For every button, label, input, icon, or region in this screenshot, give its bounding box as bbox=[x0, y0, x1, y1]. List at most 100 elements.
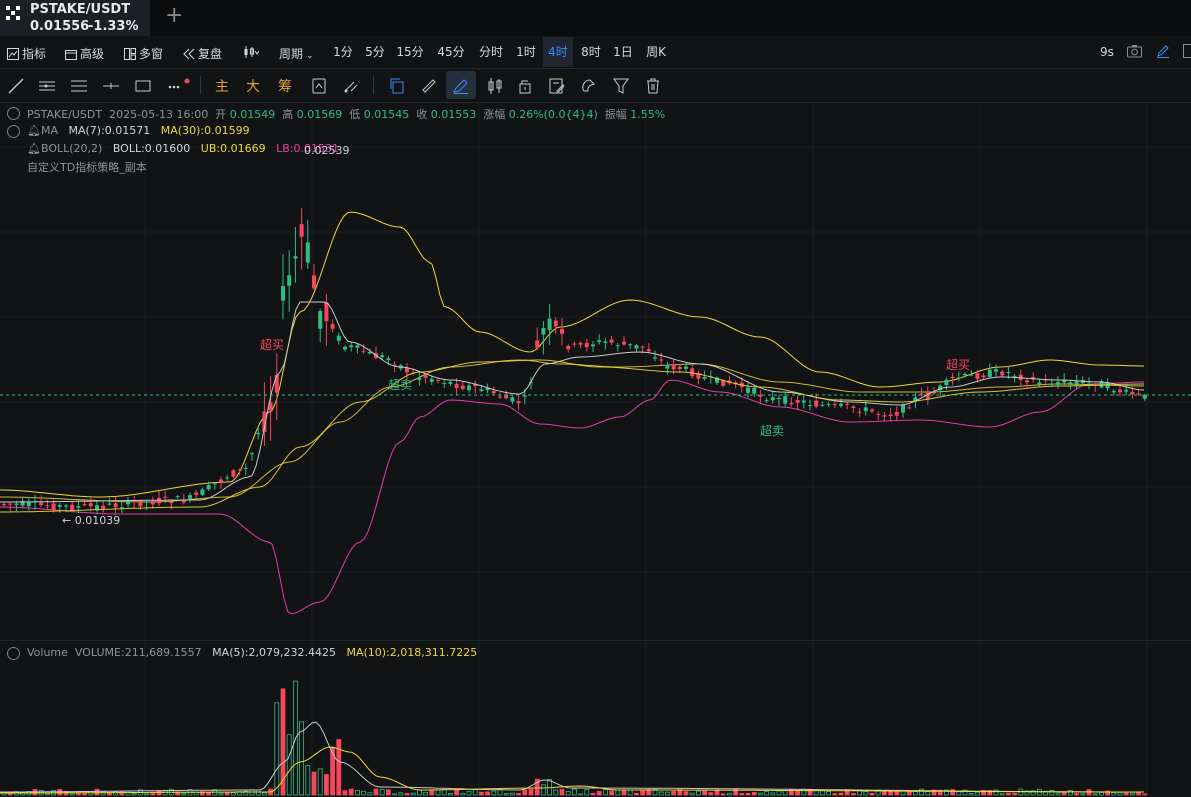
more-tools-icon[interactable] bbox=[166, 77, 192, 95]
volume-bar bbox=[1061, 792, 1067, 796]
volume-bar bbox=[534, 778, 540, 796]
horizontal-line-icon[interactable] bbox=[102, 77, 120, 95]
timeframe-5m[interactable]: 5分 bbox=[365, 45, 385, 59]
candle-body bbox=[851, 406, 856, 409]
copy-icon[interactable] bbox=[388, 77, 406, 95]
low-price-marker: ← 0.01039 bbox=[62, 514, 121, 527]
rectangle-icon[interactable] bbox=[134, 77, 152, 95]
candle-body bbox=[225, 477, 230, 479]
change-label: 涨幅 bbox=[483, 108, 506, 121]
volume-ma-lines bbox=[0, 721, 1144, 794]
volume-bar bbox=[392, 793, 398, 796]
candle-body bbox=[894, 412, 899, 416]
pencil-icon[interactable] bbox=[1156, 44, 1170, 58]
candle-body bbox=[622, 341, 626, 345]
timeframe-8h[interactable]: 8时 bbox=[581, 45, 601, 59]
timeframe-1w[interactable]: 周K bbox=[646, 45, 666, 59]
multi-window-button[interactable]: 多窗 bbox=[124, 45, 163, 62]
timeframe-1m[interactable]: 1分 bbox=[333, 45, 353, 59]
volume-bar bbox=[224, 791, 230, 796]
candle-body bbox=[448, 382, 453, 384]
camera-icon[interactable] bbox=[1127, 44, 1142, 58]
candle-body bbox=[194, 492, 199, 495]
pair-tab[interactable]: PSTAKE/USDT 0.01556 -1.33% bbox=[0, 0, 150, 36]
candle-body bbox=[584, 343, 589, 348]
oversell-label: 超卖 bbox=[388, 378, 413, 392]
candle-body bbox=[132, 500, 137, 503]
bell-icon[interactable]: 🔔︎ bbox=[27, 142, 41, 155]
candle-body bbox=[219, 479, 223, 482]
layout-icon[interactable] bbox=[1183, 44, 1191, 58]
new-tab-button[interactable]: + bbox=[165, 3, 184, 28]
volume-bar bbox=[727, 792, 732, 796]
magnet-icon[interactable] bbox=[580, 77, 598, 95]
candle-body bbox=[646, 349, 651, 352]
candle-body bbox=[702, 376, 707, 379]
timeframe-1h[interactable]: 1时 bbox=[516, 45, 536, 59]
candle-body bbox=[1068, 382, 1073, 384]
volume-bar bbox=[286, 734, 292, 796]
timeframe-timeline[interactable]: 分时 bbox=[478, 45, 503, 59]
volume-bar bbox=[447, 793, 453, 796]
candle-body bbox=[1124, 389, 1129, 392]
pane-divider bbox=[0, 640, 1191, 641]
change-value: 0.26%(0.0{4}4) bbox=[508, 108, 598, 121]
kline-chart[interactable] bbox=[0, 102, 1191, 797]
parallel-lines-icon[interactable] bbox=[38, 77, 56, 95]
volume-bar bbox=[795, 790, 800, 796]
period-dropdown[interactable]: 周期 ⌄ bbox=[279, 45, 314, 62]
volume-ma5: MA(5):2,079,232.4425 bbox=[212, 646, 336, 659]
multi-window-icon bbox=[124, 48, 136, 60]
eraser-icon[interactable] bbox=[342, 77, 360, 95]
big-order-button[interactable]: 大 bbox=[246, 79, 260, 95]
advanced-button[interactable]: 高级 bbox=[65, 45, 104, 62]
candle-body bbox=[274, 374, 279, 393]
volume-bar bbox=[1142, 793, 1148, 796]
volume-bar bbox=[218, 792, 224, 796]
trash-icon[interactable] bbox=[644, 77, 662, 95]
candle-body bbox=[888, 414, 893, 416]
volume-bar bbox=[634, 792, 639, 796]
candle-body bbox=[925, 392, 930, 399]
channel-icon[interactable] bbox=[70, 77, 88, 95]
edit-note-icon[interactable] bbox=[548, 77, 566, 95]
collapse-volume-icon[interactable] bbox=[7, 647, 20, 660]
volume-bar bbox=[559, 788, 565, 796]
candle-body bbox=[603, 341, 608, 344]
filter-icon[interactable] bbox=[612, 77, 630, 95]
refresh-interval[interactable]: 9s bbox=[1100, 45, 1114, 59]
bell-icon[interactable]: 🔔︎ bbox=[27, 124, 41, 137]
volume-bar bbox=[838, 792, 844, 796]
candle-tool-icon[interactable] bbox=[486, 77, 504, 95]
chart-type-dropdown[interactable] bbox=[243, 45, 262, 59]
candle-body bbox=[944, 379, 949, 386]
main-chart-button[interactable]: 主 bbox=[215, 79, 229, 95]
candle-body bbox=[95, 505, 99, 511]
sync-icon[interactable] bbox=[310, 77, 328, 95]
lock-icon[interactable] bbox=[516, 77, 534, 95]
volume-bar bbox=[894, 790, 900, 796]
rewind-icon bbox=[183, 48, 195, 60]
collapse-ohlc-icon[interactable] bbox=[7, 107, 20, 120]
volume-bar bbox=[435, 789, 441, 796]
replay-button[interactable]: 复盘 bbox=[183, 45, 222, 62]
timeframe-1d[interactable]: 1日 bbox=[613, 45, 633, 59]
timeframe-45m[interactable]: 45分 bbox=[437, 45, 465, 59]
ma-name: MA bbox=[40, 124, 58, 137]
volume-bars bbox=[1, 680, 1148, 796]
chip-distribution-button[interactable]: 筹 bbox=[278, 79, 292, 95]
ruler-icon[interactable] bbox=[420, 77, 438, 95]
volume-bar bbox=[94, 788, 100, 796]
volume-bar bbox=[311, 771, 317, 796]
volume-bar bbox=[665, 791, 670, 796]
candle-body bbox=[8, 503, 13, 505]
volume-bar bbox=[206, 792, 212, 796]
draw-pen-icon[interactable] bbox=[452, 77, 470, 95]
collapse-ma-icon[interactable] bbox=[7, 125, 20, 138]
amp-label: 振幅 bbox=[604, 108, 627, 121]
timeframe-4h[interactable]: 4时 bbox=[543, 37, 573, 67]
trend-line-icon[interactable] bbox=[7, 77, 25, 95]
indicator-button[interactable]: 指标 bbox=[7, 45, 46, 62]
timeframe-15m[interactable]: 15分 bbox=[396, 45, 424, 59]
volume-bar bbox=[181, 793, 187, 796]
